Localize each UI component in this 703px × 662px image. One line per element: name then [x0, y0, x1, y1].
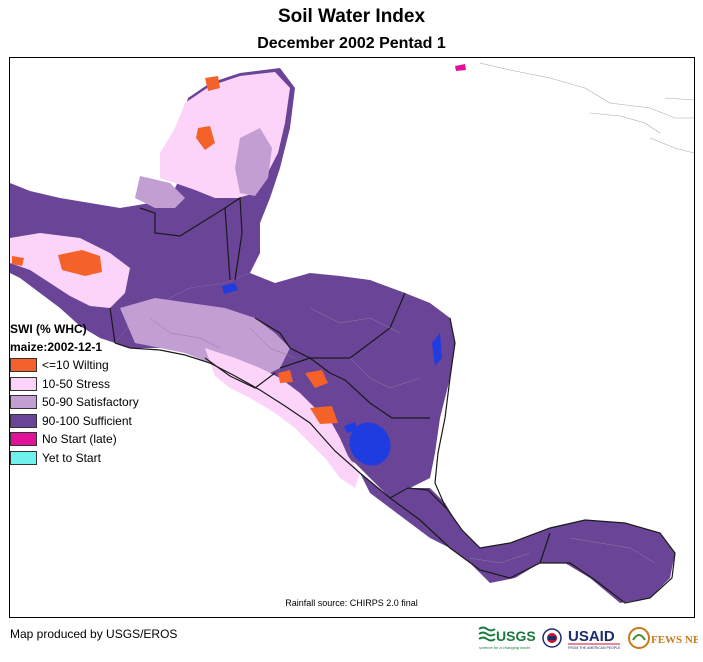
legend-crop-date: maize:2002-12-1 [10, 340, 103, 354]
usaid-logo-icon: USAID FROM THE AMERICAN PEOPLE [568, 628, 621, 650]
patch-wilting-5 [305, 370, 328, 388]
patch-wilting-7 [278, 370, 293, 383]
usgs-logo-tagline: science for a changing world [479, 645, 530, 650]
legend-label-stress: 10-50 Stress [42, 376, 111, 391]
legend-title: SWI (% WHC) [10, 322, 87, 336]
central-america-map [10, 62, 694, 604]
rainfall-source-note: Rainfall source: CHIRPS 2.0 final [285, 598, 418, 608]
legend-swatch-stress [10, 376, 37, 391]
usaid-seal [542, 627, 562, 649]
logo-bar: USGS science for a changing world USAID … [478, 624, 703, 652]
legend-label-satisfactory: 50-90 Satisfactory [42, 395, 139, 410]
legend-label-yet-to-start: Yet to Start [42, 450, 101, 465]
map-frame [9, 57, 695, 618]
region-costa-rica-panama [360, 473, 675, 603]
legend-item-no-start: No Start (late) [10, 430, 170, 449]
legend-swatch-sufficient [10, 413, 37, 428]
map-credit: Map produced by USGS/EROS [10, 627, 178, 641]
fews-net-logo-icon: FEWS NET [628, 627, 698, 649]
usgs-logo-icon: USGS science for a changing world [478, 626, 536, 650]
legend-swatch-satisfactory [10, 395, 37, 410]
map-title: Soil Water Index [277, 6, 426, 27]
usgs-logo: USGS science for a changing world [478, 625, 536, 651]
legend: SWI (% WHC) maize:2002-12-1 <=10 Wilting… [10, 320, 170, 467]
map-subtitle: December 2002 Pentad 1 [257, 35, 446, 52]
usaid-logo-text: USAID [568, 628, 615, 645]
legend-label-sufficient: 90-100 Sufficient [42, 413, 132, 428]
region-yucatan-satisfactory [235, 128, 272, 196]
usaid-seal-icon [542, 628, 562, 648]
legend-item-sufficient: 90-100 Sufficient [10, 412, 170, 431]
admin-boundaries [149, 307, 656, 564]
region-tabasco-satisfactory [135, 176, 185, 208]
patch-wilting-3 [58, 250, 102, 276]
patch-wilting-8 [320, 410, 332, 422]
patch-wilting-1 [205, 76, 220, 91]
usaid-logo-tagline: FROM THE AMERICAN PEOPLE [568, 646, 621, 650]
usaid-logo: USAID FROM THE AMERICAN PEOPLE [568, 626, 622, 650]
lake-managua [344, 422, 358, 433]
lagoon-caribbean [432, 333, 442, 366]
legend-swatch-yet-to-start [10, 450, 37, 465]
patch-wilting-4 [12, 256, 24, 266]
patch-wilting-2 [196, 126, 215, 150]
legend-item-stress: 10-50 Stress [10, 375, 170, 394]
legend-swatch-no-start [10, 432, 37, 447]
legend-item-yet-to-start: Yet to Start [10, 449, 170, 468]
legend-label-no-start: No Start (late) [42, 432, 117, 447]
fews-net-logo: FEWS NET [628, 625, 698, 651]
lake-izabal [222, 283, 238, 294]
country-borders [109, 196, 676, 604]
fews-net-logo-text: FEWS NET [651, 634, 698, 646]
region-guatemala-satisfactory [120, 298, 290, 378]
legend-item-satisfactory: 50-90 Satisfactory [10, 393, 170, 412]
lake-nicaragua [349, 422, 391, 466]
island-magenta [455, 64, 466, 71]
legend-item-wilting: <=10 Wilting [10, 356, 170, 375]
legend-label-wilting: <=10 Wilting [42, 358, 109, 373]
caribbean-islands [479, 62, 694, 154]
usgs-logo-text: USGS [496, 628, 536, 644]
legend-swatch-wilting [10, 358, 37, 373]
